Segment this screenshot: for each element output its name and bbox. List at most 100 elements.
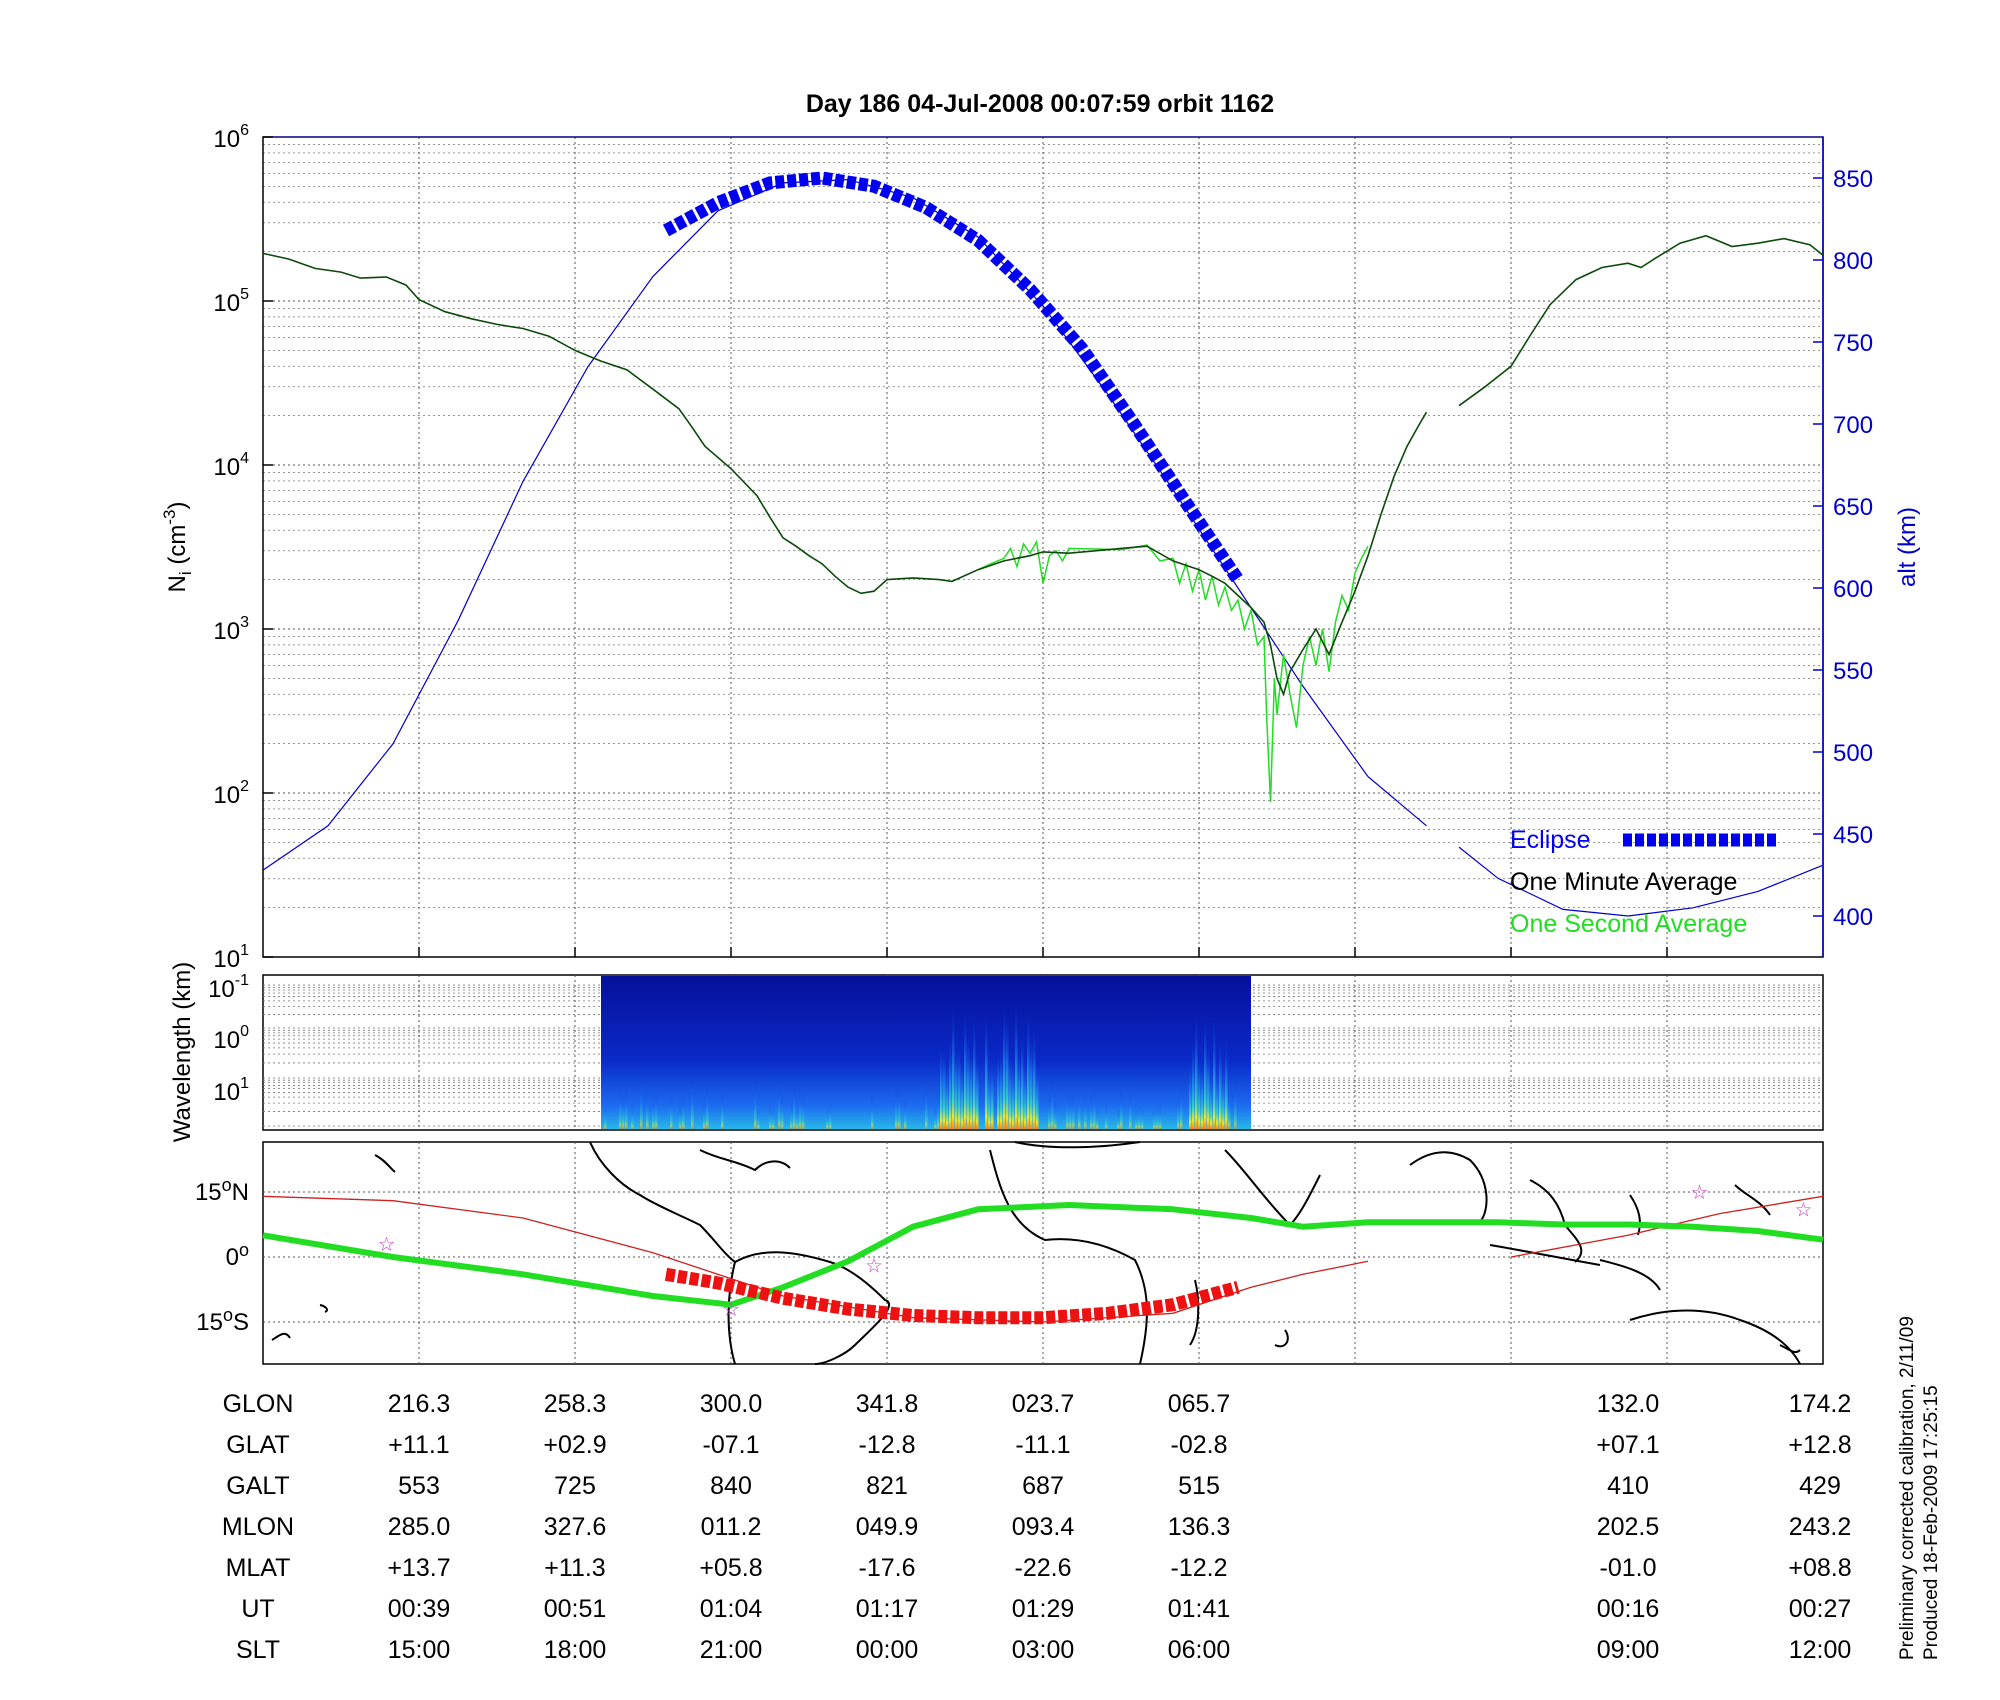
spectrogram-cell bbox=[1153, 1106, 1156, 1129]
spectrogram-cell bbox=[970, 1044, 973, 1129]
altitude-y-ticks: 400 450 500 550 600 650 700 750 800 850 bbox=[1813, 166, 1873, 931]
one-minute-average-line bbox=[1458, 234, 1824, 407]
legend-eclipse-label: Eclipse bbox=[1510, 826, 1591, 854]
spectrogram-cell bbox=[1003, 1004, 1006, 1129]
table-cell: 15:00 bbox=[388, 1636, 451, 1664]
table-cell: 06:00 bbox=[1168, 1636, 1231, 1664]
spectrogram-cell bbox=[1096, 1106, 1099, 1129]
spectrogram-cell bbox=[1054, 1101, 1057, 1129]
density-grid bbox=[263, 136, 1823, 958]
y2-tick-label: 850 bbox=[1833, 166, 1873, 193]
table-cell: 410 bbox=[1607, 1472, 1649, 1500]
spectrogram-cell bbox=[934, 1106, 937, 1129]
table-cell: 21:00 bbox=[700, 1636, 763, 1664]
spectrogram-cell bbox=[985, 1012, 988, 1129]
table-cell: -01.0 bbox=[1600, 1554, 1657, 1582]
table-cell: 00:27 bbox=[1789, 1595, 1852, 1623]
spectrogram-cell bbox=[955, 1040, 958, 1129]
spectrogram-cell bbox=[1117, 1108, 1120, 1129]
spectrogram-cell bbox=[940, 1040, 943, 1129]
spectrogram-y-ticks: 10-1 100 101 bbox=[208, 972, 249, 1106]
star-marker: ☆ bbox=[1795, 1197, 1813, 1221]
spectrogram-cell bbox=[829, 1103, 832, 1129]
table-cell: 300.0 bbox=[700, 1390, 763, 1418]
spectrogram-cell bbox=[826, 1106, 829, 1129]
spectrogram-cell bbox=[1159, 1105, 1162, 1129]
y2-tick-label: 700 bbox=[1833, 412, 1873, 439]
density-panel: 101 102 103 104 105 106 400 450 500 550 600 650 700… bbox=[160, 122, 1921, 973]
y-tick-label: 101 bbox=[213, 942, 249, 973]
table-cell: 429 bbox=[1799, 1472, 1841, 1500]
spectrogram-cell bbox=[1072, 1094, 1075, 1129]
table-cell: +12.8 bbox=[1788, 1431, 1851, 1459]
table-cell: 00:39 bbox=[388, 1595, 451, 1623]
spectrogram-cell bbox=[973, 1017, 976, 1129]
table-cell: +11.3 bbox=[544, 1554, 605, 1582]
star-marker: ☆ bbox=[1691, 1180, 1709, 1204]
map-y-tick-label: 15oS bbox=[196, 1305, 249, 1336]
table-row-label: SLT bbox=[236, 1636, 280, 1664]
table-cell: 840 bbox=[710, 1472, 752, 1500]
spectrogram-cell bbox=[1189, 1061, 1192, 1129]
spectrogram-cell bbox=[1219, 1037, 1222, 1129]
table-cell: +11.1 bbox=[388, 1431, 449, 1459]
spectrogram-y-label: Wavelength (km) bbox=[169, 962, 196, 1143]
spectrogram-cell bbox=[1021, 1030, 1024, 1129]
spectrogram-cell bbox=[958, 1041, 961, 1129]
density-y-label: Ni (cm-3) bbox=[160, 502, 195, 593]
table-cell: 03:00 bbox=[1012, 1636, 1075, 1664]
table-cell: 00:51 bbox=[544, 1595, 607, 1623]
spectrogram-cell bbox=[1015, 1001, 1018, 1129]
spectrogram-cell bbox=[721, 1092, 724, 1129]
table-cell: +07.1 bbox=[1596, 1431, 1659, 1459]
table-cell: -17.6 bbox=[859, 1554, 916, 1582]
table-cell: 515 bbox=[1178, 1472, 1220, 1500]
altitude-line bbox=[1458, 846, 1824, 917]
legend-one-minute-label: One Minute Average bbox=[1510, 868, 1737, 896]
spectrogram-cell bbox=[1090, 1095, 1093, 1129]
table-cell: -07.1 bbox=[703, 1431, 760, 1459]
spectrogram-cell bbox=[949, 1037, 952, 1129]
spectrogram-cell bbox=[1225, 1038, 1228, 1129]
eclipse-line bbox=[662, 171, 1244, 584]
spectrogram-cell bbox=[988, 1062, 991, 1129]
spectrogram-cell bbox=[1222, 1067, 1225, 1129]
table-cell: -12.2 bbox=[1171, 1554, 1228, 1582]
spectrogram-y-tick-label: 101 bbox=[213, 1075, 249, 1106]
spectrogram-cell bbox=[1030, 1032, 1033, 1129]
spectrogram-cell bbox=[976, 1052, 979, 1129]
table-cell: 174.2 bbox=[1789, 1390, 1852, 1418]
table-cell: +02.9 bbox=[543, 1431, 606, 1459]
table-cell: 023.7 bbox=[1012, 1390, 1075, 1418]
spectrogram-cell bbox=[937, 1094, 940, 1129]
eclipse-track-line bbox=[664, 1267, 1240, 1325]
table-cell: 136.3 bbox=[1168, 1513, 1231, 1541]
spectrogram-cell bbox=[898, 1088, 901, 1129]
spectrogram-cell bbox=[625, 1088, 628, 1129]
spectrogram-cell bbox=[1192, 1039, 1195, 1129]
spectrogram-cell bbox=[1156, 1104, 1159, 1129]
spectrogram-cell bbox=[1204, 1016, 1207, 1129]
table-cell: 725 bbox=[554, 1472, 596, 1500]
magnetic-equator-line bbox=[262, 1202, 1824, 1308]
spectrogram-cell bbox=[895, 1089, 898, 1129]
spectrogram-cell bbox=[769, 1103, 772, 1129]
spectrogram-cell bbox=[781, 1094, 784, 1129]
table-cell: 12:00 bbox=[1789, 1636, 1852, 1664]
spectrogram-cell bbox=[703, 1101, 706, 1129]
spectrogram-cell bbox=[1129, 1091, 1132, 1129]
spectrogram-cell bbox=[622, 1094, 625, 1129]
y2-tick-label: 400 bbox=[1833, 904, 1873, 931]
spectrogram-cell bbox=[1234, 1081, 1237, 1129]
table-row-label: GALT bbox=[226, 1472, 289, 1500]
altitude-line bbox=[262, 178, 1427, 871]
spectrogram-cell bbox=[682, 1095, 685, 1129]
spectrogram-cell bbox=[1093, 1090, 1096, 1129]
table-row-label: MLON bbox=[222, 1513, 294, 1541]
table-row-label: UT bbox=[241, 1595, 274, 1623]
table-cell: 821 bbox=[866, 1472, 908, 1500]
spectrogram-cell bbox=[799, 1090, 802, 1129]
y2-tick-label: 650 bbox=[1833, 494, 1873, 521]
spectrogram-cell bbox=[1078, 1091, 1081, 1129]
